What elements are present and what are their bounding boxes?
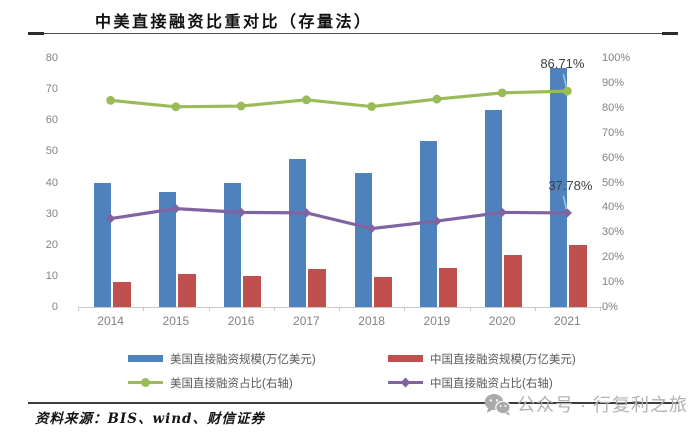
line-marker (367, 102, 377, 111)
x-axis-tick (404, 308, 406, 311)
bar-us-scale (485, 109, 503, 307)
x-axis-category-label: 2020 (488, 314, 516, 328)
annotation-leader-line (562, 73, 568, 88)
x-axis-tick (469, 308, 471, 311)
chart-title: 中美直接融资比重对比（存量法） (95, 12, 373, 31)
bar-us-scale (550, 67, 568, 307)
annotation-leader-line (562, 195, 568, 210)
line-marker (432, 216, 442, 226)
line-marker (301, 95, 311, 105)
line-marker (106, 214, 116, 224)
line-marker (497, 88, 507, 98)
legend-item: 中国直接融资规模(万亿美元) (388, 352, 648, 366)
right-axis-tick-label: 50% (602, 176, 625, 189)
left-axis-tick-label: 80 (45, 52, 58, 64)
line-marker (106, 95, 116, 105)
chart-legend: 美国直接融资规模(万亿美元) 中国直接融资规模(万亿美元) 美国直接融资占比(右轴)… (128, 352, 658, 390)
right-axis-tick-label: 10% (602, 276, 625, 289)
x-axis-tick (208, 308, 210, 311)
bar-cn-scale (243, 275, 262, 307)
chart-canvas: 0 10 20 30 40 50 60 70 80 0% 10% 20% 30% 40% 50% 60% 70%… (0, 45, 692, 350)
watermark: 公众号 · 行复利之旅 (484, 391, 688, 417)
legend-item: 美国直接融资占比(右轴) (128, 376, 388, 390)
left-axis-tick-label: 60 (45, 114, 58, 127)
line-marker (562, 208, 572, 218)
line-marker (236, 207, 246, 217)
right-axis-tick-label: 70% (602, 126, 625, 139)
left-axis-tick-label: 30 (45, 207, 58, 220)
bar-us-scale (289, 159, 307, 307)
x-axis-tick (78, 308, 79, 311)
right-axis-tick-label: 60% (602, 151, 625, 164)
line-marker (236, 101, 246, 111)
data-label: 37.78% (548, 177, 593, 193)
bar-us-scale (158, 191, 176, 307)
wechat-icon (484, 393, 511, 415)
line-marker (171, 204, 181, 214)
data-source-note: 资料来源：BIS、wind、财信证券 (35, 411, 265, 427)
legend-bar-swatch (388, 355, 423, 362)
watermark-text: 公众号 · 行复利之旅 (517, 395, 688, 415)
bar-us-scale (224, 183, 242, 307)
bar-cn-scale (373, 277, 392, 307)
legend-label: 中国直接融资规模(万亿美元) (430, 353, 576, 366)
left-axis-tick-label: 70 (45, 83, 58, 96)
legend-item: 中国直接融资占比(右轴) (388, 376, 648, 390)
legend-item: 美国直接融资规模(万亿美元) (128, 352, 388, 366)
x-axis-category-label: 2021 (554, 314, 581, 328)
left-axis-tick-label: 0 (51, 301, 58, 313)
bar-cn-scale (438, 268, 457, 307)
line-marker (171, 102, 181, 112)
top-divider (28, 32, 678, 35)
x-axis-category-label: 2018 (358, 314, 385, 328)
bar-cn-scale (308, 269, 327, 307)
legend-label: 美国直接融资占比(右轴) (170, 377, 293, 390)
x-axis-tick (143, 308, 145, 311)
right-axis-tick-label: 40% (602, 201, 625, 214)
x-axis-category-label: 2016 (227, 314, 255, 328)
right-axis-tick-label: 30% (602, 226, 625, 239)
bar-cn-scale (504, 254, 523, 307)
bar-us-scale (93, 183, 111, 307)
bottom-divider (28, 402, 678, 404)
line-us-share (110, 89, 568, 109)
x-axis-tick (273, 308, 275, 311)
bar-us-scale (354, 173, 372, 307)
legend-bar-swatch (128, 355, 163, 362)
data-label: 86.71% (540, 56, 585, 72)
bar-us-scale (419, 141, 437, 307)
bar-cn-scale (177, 274, 196, 307)
line-marker (497, 207, 507, 217)
right-axis-tick-label: 80% (602, 101, 625, 114)
x-axis-line (78, 307, 602, 308)
line-marker (432, 94, 442, 104)
legend-label: 美国直接融资规模(万亿美元) (170, 353, 316, 366)
left-axis-tick-label: 50 (45, 145, 58, 158)
bar-cn-scale (112, 282, 131, 307)
line-marker (367, 223, 377, 234)
right-axis-tick-label: 100% (602, 52, 631, 64)
line-series-layer (106, 73, 572, 234)
left-axis-tick-label: 10 (45, 269, 58, 282)
legend-line-swatch (388, 376, 423, 389)
left-axis-tick-label: 40 (45, 176, 58, 189)
x-axis-tick (534, 308, 536, 311)
right-axis-tick-label: 90% (602, 76, 625, 89)
x-axis-tick (600, 308, 601, 311)
x-axis-category-label: 2014 (97, 314, 124, 328)
line-marker (562, 86, 572, 96)
line-cn-share (110, 207, 568, 231)
right-axis-tick-label: 20% (602, 251, 625, 264)
bar-cn-scale (569, 245, 588, 307)
left-axis-tick-label: 20 (45, 238, 58, 251)
x-axis-category-label: 2019 (423, 314, 451, 328)
x-axis-category-label: 2015 (162, 314, 190, 328)
x-axis-tick (339, 308, 340, 311)
x-axis-category-label: 2017 (293, 314, 320, 328)
legend-line-swatch (128, 376, 163, 389)
legend-label: 中国直接融资占比(右轴) (430, 377, 553, 390)
line-marker (301, 208, 311, 218)
right-axis-tick-label: 0% (602, 301, 618, 313)
